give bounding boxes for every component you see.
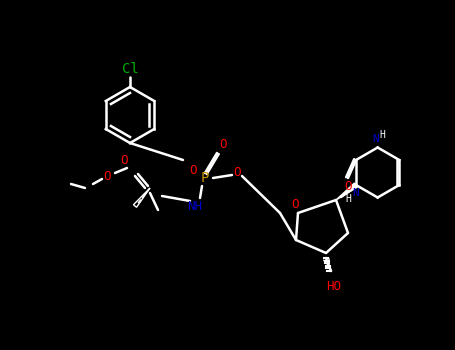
Text: P: P [201,171,209,185]
Text: H: H [380,131,385,140]
Text: O: O [103,169,111,182]
Text: N: N [372,134,379,145]
Text: NH: NH [187,199,202,212]
Text: O: O [233,167,241,180]
Text: O: O [120,154,128,167]
Text: O: O [291,198,299,211]
Text: H: H [345,194,351,204]
Polygon shape [336,183,358,200]
Text: HO: HO [326,280,341,293]
Text: O: O [344,181,352,194]
Text: N: N [353,188,359,198]
Text: Cl: Cl [121,62,138,76]
Text: O: O [219,139,227,152]
Text: O: O [189,163,197,176]
